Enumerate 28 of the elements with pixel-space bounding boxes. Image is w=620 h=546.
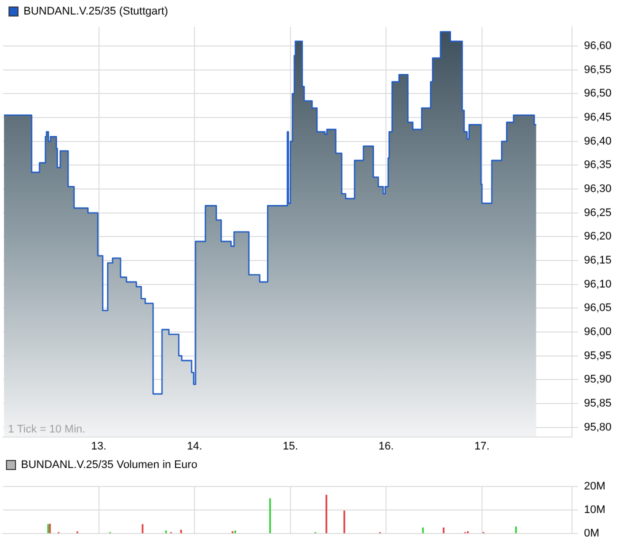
y-tick-label: 0M xyxy=(584,527,600,540)
y-tick-label: 10M xyxy=(584,504,606,516)
x-tick-label: 17. xyxy=(474,440,490,452)
y-tick-label: 96,25 xyxy=(584,206,612,219)
y-tick-label: 96,45 xyxy=(584,112,612,124)
y-tick-label: 95,90 xyxy=(584,374,612,386)
x-tick-label: 16. xyxy=(378,440,394,452)
y-tick-label: 20M xyxy=(584,480,606,493)
annotation: 1 Tick = 10 Min. xyxy=(8,423,86,436)
y-tick-label: 95,95 xyxy=(584,350,612,362)
chart-title: BUNDANL.V.25/35 Volumen in Euro xyxy=(21,458,198,473)
y-tick-label: 96,35 xyxy=(584,159,612,172)
y-tick-label: 96,60 xyxy=(584,40,612,52)
y-tick-label: 96,55 xyxy=(584,64,612,76)
y-tick-label: 95,85 xyxy=(584,397,612,410)
y-tick-label: 96,05 xyxy=(584,302,612,314)
y-tick-label: 96,15 xyxy=(584,254,612,267)
y-tick-label: 96,20 xyxy=(584,230,612,243)
x-tick-label: 13. xyxy=(91,440,106,452)
y-tick-label: 95,80 xyxy=(584,421,612,434)
y-tick-label: 96,30 xyxy=(584,183,612,196)
y-tick-label: 96,40 xyxy=(584,135,612,148)
y-tick-label: 96,10 xyxy=(584,278,612,290)
x-tick-label: 14. xyxy=(186,440,202,452)
y-tick-label: 96,50 xyxy=(584,88,612,100)
y-tick-label: 96,00 xyxy=(584,326,612,338)
x-tick-label: 15. xyxy=(282,440,298,452)
legend-label: BUNDANL.V.25/35 (Stuttgart) xyxy=(24,6,168,18)
